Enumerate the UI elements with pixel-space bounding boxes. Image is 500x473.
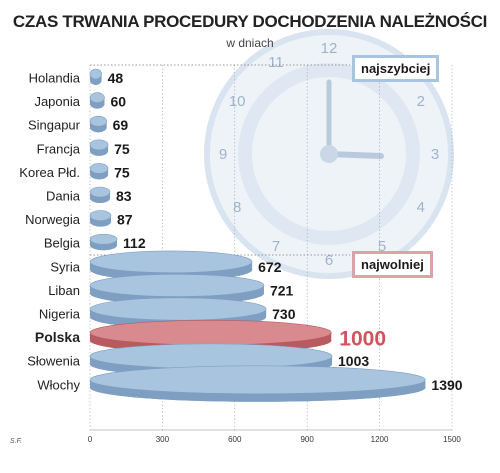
chart-subtitle: w dniach <box>226 36 274 50</box>
value-label: 75 <box>114 141 130 157</box>
clock-number: 3 <box>431 146 439 163</box>
category-label: Belgia <box>44 236 81 251</box>
clock-number: 9 <box>219 146 227 163</box>
bar <box>89 210 112 227</box>
x-tick-label: 900 <box>300 435 314 444</box>
bar-layer <box>89 68 426 402</box>
bar <box>89 186 111 204</box>
category-label: Norwegia <box>25 212 81 227</box>
badge-fastest: najszybciej <box>352 55 440 82</box>
category-label: Dania <box>46 189 81 204</box>
category-label: Syria <box>50 259 80 274</box>
category-label: Nigeria <box>39 307 81 322</box>
bar-top <box>89 233 118 245</box>
bar <box>89 139 109 156</box>
value-label: 721 <box>270 282 294 298</box>
value-label: 672 <box>258 259 282 275</box>
bar-top <box>89 186 111 198</box>
bar-top <box>89 210 112 221</box>
clock-number: 12 <box>321 40 338 57</box>
bar-top <box>89 92 105 103</box>
clock-illustration: 121234567891011 <box>204 29 454 279</box>
category-label: Liban <box>48 283 80 298</box>
value-label: 75 <box>114 164 130 180</box>
category-label: Japonia <box>34 94 80 109</box>
value-label: 730 <box>272 306 296 322</box>
clock-number: 10 <box>229 93 246 110</box>
value-label-highlight: 1000 <box>339 328 386 351</box>
credit: S.F. <box>10 438 22 445</box>
badge-slowest: najwolniej <box>352 251 433 278</box>
bar <box>89 163 109 180</box>
bar <box>89 365 426 402</box>
bar <box>89 233 118 251</box>
value-label: 48 <box>108 70 124 86</box>
clock-inner-ring <box>238 63 420 245</box>
value-label: 60 <box>110 94 126 110</box>
bar-top <box>89 365 426 395</box>
clock-number: 11 <box>268 54 284 71</box>
x-axis: 0 300 600 900 1200 1500 <box>88 429 461 444</box>
value-label: 69 <box>113 117 129 133</box>
category-label: Słowenia <box>27 354 81 369</box>
bar-top <box>89 115 107 127</box>
x-tick-label: 1200 <box>371 435 389 444</box>
category-label: Korea Płd. <box>19 165 80 180</box>
bar <box>89 68 102 85</box>
value-label: 112 <box>123 235 146 251</box>
bar <box>89 92 105 109</box>
value-label: 83 <box>116 188 132 204</box>
bar-top <box>89 250 253 274</box>
category-label: Holandia <box>29 71 81 86</box>
x-tick-label: 600 <box>228 435 242 444</box>
category-label: Francja <box>37 141 81 156</box>
bar-top <box>89 343 333 369</box>
category-label: Polska <box>35 329 80 345</box>
value-label: 1003 <box>338 353 369 369</box>
value-label: 1390 <box>431 377 462 393</box>
bar-top <box>89 163 109 174</box>
bar-top <box>89 139 109 151</box>
bar <box>89 115 107 133</box>
x-tick-label: 300 <box>156 435 170 444</box>
clock-number: 8 <box>233 199 241 216</box>
bar-top <box>89 273 265 297</box>
bar-top <box>89 319 332 346</box>
chart-title: CZAS TRWANIA PROCEDURY DOCHODZENIA NALEŻ… <box>12 12 488 31</box>
clock-number: 6 <box>325 252 333 269</box>
clock-number: 4 <box>417 199 425 216</box>
clock-number: 5 <box>378 238 386 255</box>
value-label: 87 <box>117 212 133 228</box>
bar-top <box>89 68 102 80</box>
x-tick-label: 1500 <box>443 435 461 444</box>
bar-top <box>89 297 267 321</box>
category-label: Singapur <box>28 118 81 133</box>
category-label: Włochy <box>37 377 80 392</box>
x-tick-label: 0 <box>88 435 93 444</box>
clock-center <box>320 145 338 163</box>
clock-number: 7 <box>272 238 280 255</box>
clock-number: 2 <box>417 93 425 110</box>
